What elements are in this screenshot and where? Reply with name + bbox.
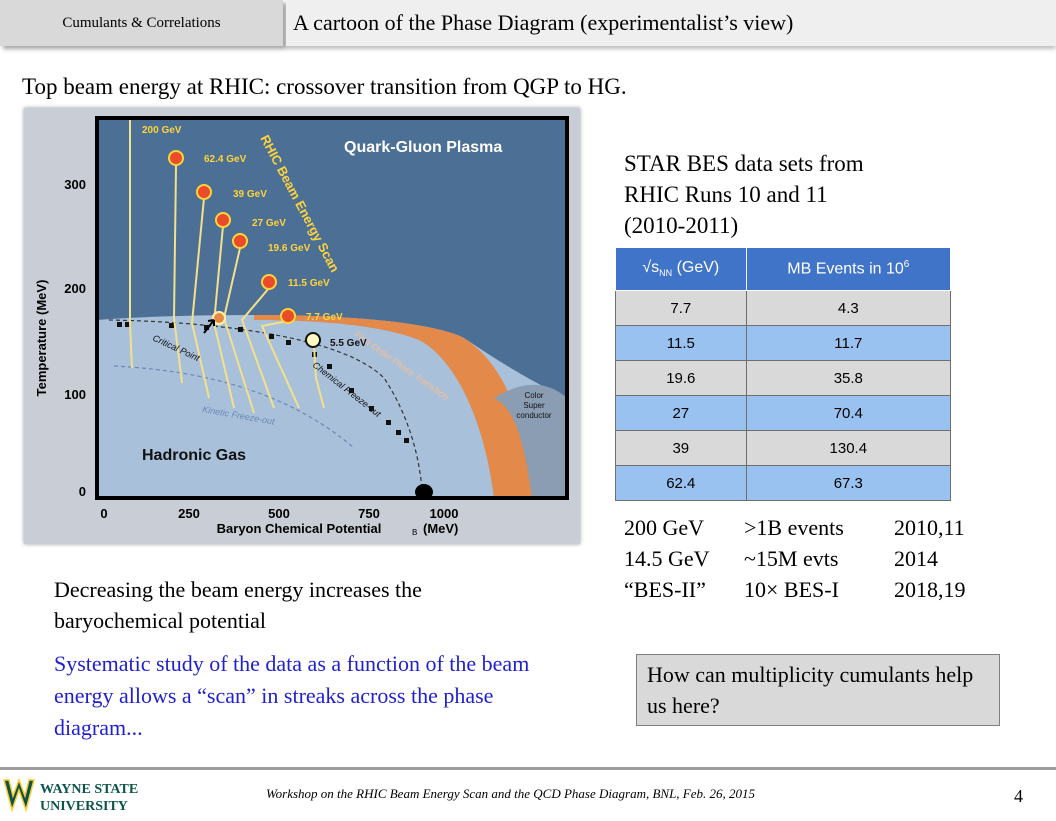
star-bes-title: STAR BES data sets from RHIC Runs 10 and… <box>624 148 924 241</box>
critical-point-arrow <box>203 319 215 334</box>
energy-label-39: 39 GeV <box>233 189 267 200</box>
star-title-line-2: RHIC Runs 10 and 11 <box>624 182 828 207</box>
wsu-logo-line2: UNIVERSITY <box>40 799 128 814</box>
star-title-line-1: STAR BES data sets from <box>624 151 864 176</box>
table-row: 39 130.4 <box>615 430 952 466</box>
table-row: 62.4 67.3 <box>615 465 952 501</box>
qgp-label: Quark-Gluon Plasma <box>344 139 502 156</box>
footer-divider <box>0 767 1056 770</box>
plot-frame <box>95 116 569 500</box>
first-order-band <box>254 315 532 498</box>
x-tick-0: 0 <box>100 506 107 521</box>
critical-point-marker <box>212 311 226 325</box>
x-axis-unit: (MeV) <box>423 521 458 536</box>
table-row: 7.7 4.3 <box>615 290 952 326</box>
x-tick-500: 500 <box>268 506 290 521</box>
color-super-label-1: Color <box>524 391 543 400</box>
color-super-label-2: Super <box>523 401 545 410</box>
wsu-shield-icon <box>3 777 35 813</box>
section-tab-label: Cumulants & Correlations <box>62 14 221 31</box>
energy-label-5: 5.5 GeV <box>330 338 367 349</box>
slide-subtitle: Top beam energy at RHIC: crossover trans… <box>22 74 627 99</box>
energy-label-7: 7.7 GeV <box>306 312 343 323</box>
decreasing-energy-text: Decreasing the beam energy increases the… <box>54 577 422 633</box>
energy-label-19: 19.6 GeV <box>268 243 311 254</box>
wsu-logo: WAYNE STATE UNIVERSITY <box>2 776 142 816</box>
hadronic-label: Hadronic Gas <box>142 447 246 464</box>
star-title-line-3: (2010-2011) <box>624 213 739 238</box>
col-events-header: MB Events in 106 <box>745 247 952 291</box>
header-bar <box>286 0 1056 46</box>
y-tick-100: 100 <box>64 387 86 402</box>
energy-label-11: 11.5 GeV <box>288 278 330 289</box>
phase-diagram-svg: Temperature (MeV) 300 200 100 0 0 250 50… <box>34 116 569 537</box>
y-tick-300: 300 <box>64 177 86 192</box>
x-tick-750: 750 <box>358 506 380 521</box>
systematic-study-text: Systematic study of the data as a functi… <box>54 651 530 740</box>
energy-label-27: 27 GeV <box>252 218 286 229</box>
table-row: 11.5 11.7 <box>615 325 952 361</box>
mu-subscript: B <box>412 528 417 537</box>
y-tick-0: 0 <box>79 484 86 499</box>
runs-list: 200 GeV >1B events 2010,11 14.5 GeV ~15M ev… <box>624 512 966 605</box>
x-tick-250: 250 <box>178 506 200 521</box>
run-row: 14.5 GeV ~15M evts 2014 <box>624 546 938 571</box>
bes-table: √sNN (GeV) MB Events in 106 7.7 4.3 11.5 1… <box>615 247 952 501</box>
phase-diagram: Temperature (MeV) 300 200 100 0 0 250 50… <box>24 108 580 544</box>
table-header-row: √sNN (GeV) MB Events in 106 <box>615 247 952 291</box>
y-tick-200: 200 <box>64 281 86 296</box>
x-tick-1000: 1000 <box>430 506 459 521</box>
energy-label-200: 200 GeV <box>142 125 182 136</box>
kinetic-freezeout-curve <box>113 365 355 449</box>
wsu-logo-line1: WAYNE STATE <box>40 782 138 797</box>
workshop-footer: Workshop on the RHIC Beam Energy Scan an… <box>266 786 756 801</box>
color-super-label-3: conductor <box>516 411 551 420</box>
color-superconductor-region <box>494 384 567 498</box>
energy-label-62: 62.4 GeV <box>204 154 247 165</box>
col-energy-header: √sNN (GeV) <box>615 247 747 291</box>
explosion-markers <box>168 150 321 348</box>
qgp-region <box>97 118 567 398</box>
table-row: 27 70.4 <box>615 395 952 431</box>
y-axis-label: Temperature (MeV) <box>34 280 49 397</box>
page-number: 4 <box>1014 786 1023 806</box>
slide-title: A cartoon of the Phase Diagram (experime… <box>293 10 794 35</box>
run-row: 200 GeV >1B events 2010,11 <box>624 515 965 540</box>
x-axis-label: Baryon Chemical Potential <box>217 521 382 536</box>
table-row: 19.6 35.8 <box>615 360 952 396</box>
question-box: How can multiplicity cumulants help us h… <box>636 654 1000 726</box>
run-row: “BES-II” 10× BES-I 2018,19 <box>624 577 966 602</box>
section-tab: Cumulants & Correlations <box>0 0 283 46</box>
